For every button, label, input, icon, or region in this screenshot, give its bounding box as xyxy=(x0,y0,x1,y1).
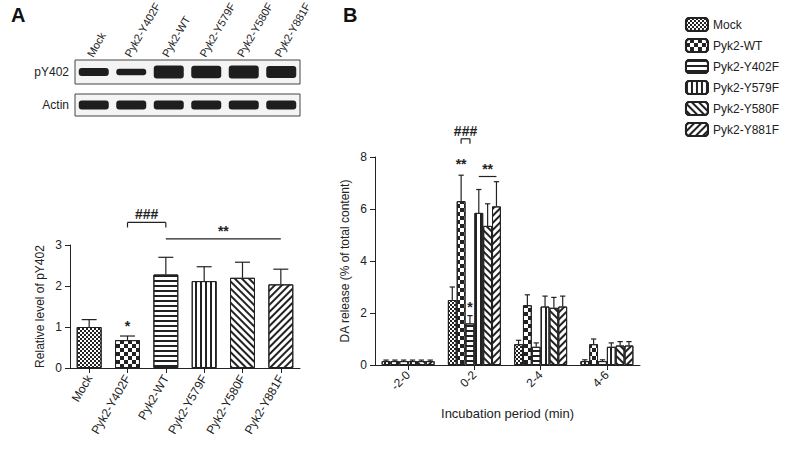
svg-text:Relative level of pY402: Relative level of pY402 xyxy=(33,245,47,368)
svg-text:2: 2 xyxy=(55,279,62,293)
svg-text:B: B xyxy=(343,4,357,26)
svg-text:Pyk2-Y402F: Pyk2-Y402F xyxy=(88,372,133,436)
svg-text:0: 0 xyxy=(360,358,367,372)
svg-text:Pyk2-Y579F: Pyk2-Y579F xyxy=(713,81,779,95)
svg-text:8: 8 xyxy=(360,150,367,164)
svg-text:Incubation period (min): Incubation period (min) xyxy=(441,406,574,421)
svg-text:0-2: 0-2 xyxy=(457,368,479,390)
svg-text:*: * xyxy=(125,318,131,334)
svg-text:Mock: Mock xyxy=(85,30,109,59)
svg-text:Mock: Mock xyxy=(713,18,743,32)
svg-text:Pyk2-WT: Pyk2-WT xyxy=(135,372,172,422)
svg-text:Pyk2-Y402F: Pyk2-Y402F xyxy=(122,0,163,59)
svg-text:6: 6 xyxy=(360,202,367,216)
svg-text:-2-0: -2-0 xyxy=(388,368,413,393)
svg-text:Pyk2-Y881F: Pyk2-Y881F xyxy=(242,372,287,436)
svg-text:**: ** xyxy=(482,161,493,177)
svg-text:Pyk2-Y881F: Pyk2-Y881F xyxy=(713,123,779,137)
svg-text:###: ### xyxy=(135,206,159,222)
svg-text:A: A xyxy=(11,4,25,26)
svg-text:4: 4 xyxy=(360,254,367,268)
svg-text:Pyk2-Y580F: Pyk2-Y580F xyxy=(203,372,248,436)
svg-text:Pyk2-WT: Pyk2-WT xyxy=(713,39,763,53)
svg-text:Pyk2-Y402F: Pyk2-Y402F xyxy=(713,60,779,74)
svg-text:Pyk2-Y580F: Pyk2-Y580F xyxy=(235,0,276,59)
svg-text:DA release (% of total content: DA release (% of total content) xyxy=(338,180,352,343)
svg-text:*: * xyxy=(467,299,473,315)
svg-text:Pyk2-Y579F: Pyk2-Y579F xyxy=(197,0,238,59)
svg-text:0: 0 xyxy=(55,361,62,375)
svg-text:Pyk2-WT: Pyk2-WT xyxy=(160,14,193,59)
svg-text:###: ### xyxy=(454,123,478,139)
svg-text:Pyk2-Y579F: Pyk2-Y579F xyxy=(165,372,210,436)
svg-text:2-4: 2-4 xyxy=(523,368,545,390)
svg-text:Actin: Actin xyxy=(42,98,69,112)
svg-text:4-6: 4-6 xyxy=(590,368,612,390)
svg-text:pY402: pY402 xyxy=(34,65,69,79)
svg-text:**: ** xyxy=(218,223,229,239)
svg-text:**: ** xyxy=(456,156,467,172)
svg-text:2: 2 xyxy=(360,306,367,320)
svg-text:Pyk2-Y580F: Pyk2-Y580F xyxy=(713,102,779,116)
svg-text:Pyk2-Y881F: Pyk2-Y881F xyxy=(272,0,313,59)
svg-text:Mock: Mock xyxy=(69,372,96,405)
svg-text:1: 1 xyxy=(55,320,62,334)
svg-text:3: 3 xyxy=(55,238,62,252)
